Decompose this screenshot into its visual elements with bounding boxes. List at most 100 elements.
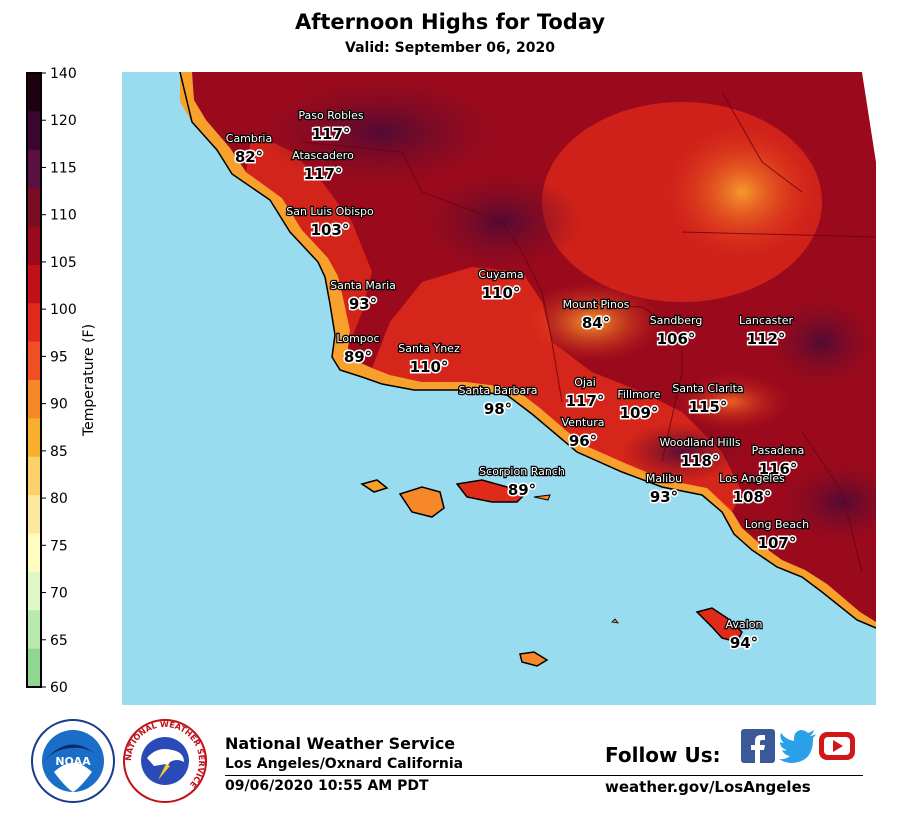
temperature-map: Paso Robles 117° Cambria 82° Atascadero 117° S… [122, 72, 876, 705]
temperature-colorbar: 140 120 115 110 105 100 95 90 85 80 75 70 65 60 Tempe… [26, 66, 97, 694]
colorbar-swatch [27, 149, 41, 189]
city-label: Ojai 117° [564, 375, 606, 412]
city-label: Lompoc 89° [335, 331, 381, 368]
colorbar-swatch [27, 73, 41, 112]
city-label: Los Angeles 108° [718, 471, 786, 508]
colorbar-tick-label: 105 [50, 255, 77, 271]
santa-rosa-island [398, 486, 445, 518]
website-link[interactable]: weather.gov/LosAngeles [605, 778, 811, 796]
city-label: Malibu 93° [645, 471, 684, 508]
city-name: Long Beach [745, 518, 809, 531]
city-temperature: 116° [759, 460, 798, 478]
colorbar-frame [26, 72, 42, 688]
colorbar-swatches [27, 73, 41, 688]
nws-logo: NATIONAL WEATHER SERVICE [123, 719, 207, 803]
city-temperature: 93° [650, 488, 678, 506]
org-name: National Weather Service [225, 734, 456, 753]
santa-cruz-island [455, 479, 529, 503]
san-fernando-extreme [622, 422, 742, 482]
colorbar-tick-label: 80 [50, 491, 68, 507]
city-label: Scorpion Ranch 89° [478, 464, 566, 501]
colorbar-swatch [27, 648, 41, 688]
city-name: Lompoc [336, 332, 379, 345]
youtube-icon[interactable] [819, 729, 855, 763]
city-name: Ojai [574, 376, 596, 389]
twitter-icon[interactable] [779, 729, 817, 763]
colorbar-swatch [27, 226, 41, 266]
city-temperature: 93° [349, 295, 377, 313]
city-temperature: 110° [482, 284, 521, 302]
city-temperature: 115° [689, 398, 728, 416]
city-name: Mount Pinos [563, 298, 630, 311]
city-name: Cuyama [478, 268, 523, 281]
san-gabriel-cool [672, 372, 792, 432]
city-label: Santa Clarita 115° [671, 381, 745, 418]
colorbar-tick-label: 95 [50, 349, 68, 365]
city-label: Sandberg 106° [648, 313, 703, 350]
san-miguel-island [360, 479, 389, 493]
city-labels: Paso Robles 117° Cambria 82° Atascadero 117° S… [225, 108, 811, 654]
city-name: Santa Maria [330, 279, 396, 292]
colorbar-swatch [27, 341, 41, 381]
city-name: Santa Ynez [398, 342, 460, 355]
colorbar-swatch [27, 380, 41, 419]
colorbar-swatch [27, 264, 41, 304]
city-temperature: 82° [235, 148, 263, 166]
colorbar-swatch [27, 188, 41, 227]
colorbar-swatch [27, 495, 41, 534]
city-label: Avalon 94° [724, 617, 763, 654]
city-label: Santa Ynez 110° [397, 341, 461, 378]
city-name: Santa Barbara [458, 384, 537, 397]
colorbar-tick-label: 140 [50, 66, 77, 82]
city-name: Malibu [646, 472, 682, 485]
city-label: Fillmore 109° [616, 387, 662, 424]
city-label: Santa Maria 93° [329, 278, 397, 315]
inland-empire-extreme [782, 462, 876, 542]
catalina-island [695, 607, 743, 643]
city-temperature: 117° [304, 165, 343, 183]
city-temperature: 106° [657, 330, 696, 348]
city-label: San Luis Obispo 103° [285, 204, 375, 241]
mojave-peak [662, 122, 822, 262]
city-name: Cambria [226, 132, 272, 145]
county-lines [301, 91, 876, 573]
city-temperature: 117° [566, 392, 605, 410]
city-name: Avalon [726, 618, 763, 631]
valid-date: Valid: September 06, 2020 [345, 40, 555, 56]
map-title: Afternoon Highs for Today [294, 10, 606, 34]
city-label: Cambria 82° [225, 131, 274, 168]
office-name: Los Angeles/Oxnard California [225, 756, 464, 772]
noaa-logo: NOAA [31, 719, 115, 803]
mountain-cool [522, 282, 662, 362]
city-label: Lancaster 112° [738, 313, 795, 350]
city-temperature: 109° [620, 404, 659, 422]
facebook-icon[interactable] [741, 729, 775, 763]
city-label: Mount Pinos 84° [561, 297, 631, 334]
colorbar-tick-label: 100 [50, 302, 77, 318]
colorbar-label: Temperature (F) [81, 324, 97, 437]
colorbar-swatch [27, 571, 41, 611]
colorbar-tick-label: 70 [50, 586, 68, 602]
salinas-extreme [262, 77, 502, 187]
colorbar-swatch [27, 418, 41, 458]
colorbar-swatch [27, 456, 41, 496]
city-label: Atascadero 117° [291, 148, 355, 185]
city-temperature: 112° [747, 330, 786, 348]
city-temperature: 107° [758, 534, 797, 552]
colorbar-tick-label: 65 [50, 633, 68, 649]
city-label: Long Beach 107° [744, 517, 811, 554]
city-name: Sandberg [650, 314, 703, 327]
colorbar-tick-label: 110 [50, 208, 77, 224]
central-coast-band [246, 132, 372, 348]
city-temperature: 96° [569, 432, 597, 450]
coastline [179, 72, 876, 629]
san-nicolas-island [519, 651, 549, 667]
city-label: Woodland Hills 118° [658, 435, 742, 472]
anacapa-island [533, 494, 551, 501]
city-name: Woodland Hills [659, 436, 740, 449]
city-label: Ventura 96° [560, 415, 605, 452]
antelope-hot [767, 297, 876, 387]
city-temperature: 117° [312, 125, 351, 143]
city-temperature: 98° [484, 400, 512, 418]
city-name: San Luis Obispo [286, 205, 374, 218]
